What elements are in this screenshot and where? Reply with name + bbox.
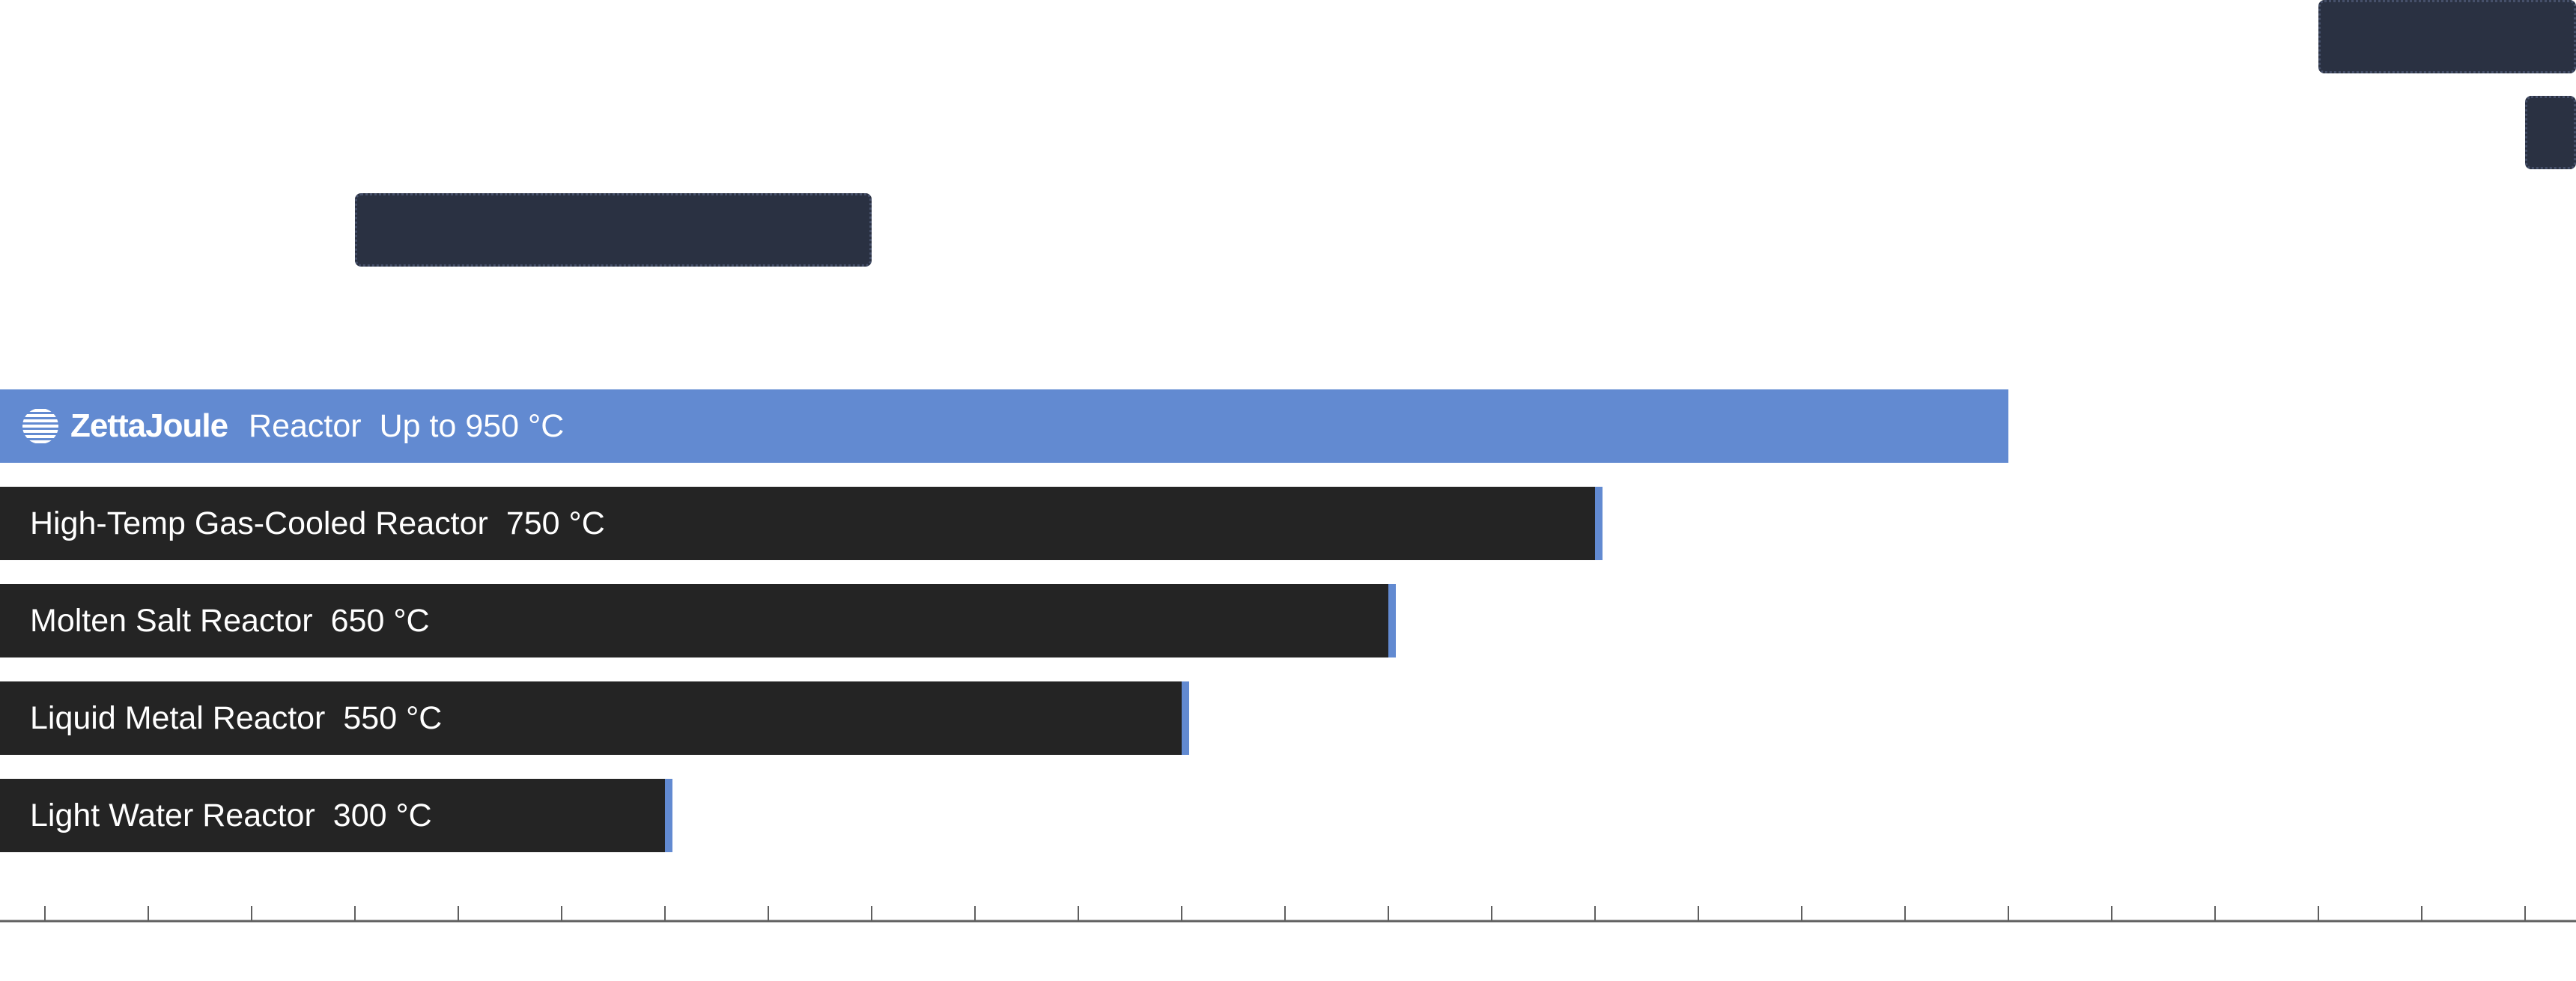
bar-end-marker bbox=[1388, 584, 1396, 657]
bar-row: Liquid Metal Reactor 550 °C bbox=[0, 681, 1189, 755]
bar-end-marker bbox=[1182, 681, 1189, 755]
bar-end-marker bbox=[665, 779, 672, 852]
bar-name: Light Water Reactor bbox=[30, 797, 315, 833]
highlight-label: Reactor bbox=[249, 407, 362, 444]
range-box bbox=[355, 193, 872, 267]
bar-value: 550 °C bbox=[343, 699, 443, 736]
bar-end-marker bbox=[1595, 487, 1603, 560]
bar-value: 650 °C bbox=[330, 602, 430, 639]
bar-row: High-Temp Gas-Cooled Reactor 750 °C bbox=[0, 487, 1603, 560]
bar-value: 300 °C bbox=[332, 797, 432, 833]
brand-wordmark: ZettaJoule bbox=[70, 407, 228, 444]
bar-value: 750 °C bbox=[505, 505, 605, 541]
bar-row: Molten Salt Reactor 650 °C bbox=[0, 584, 1396, 657]
range-box bbox=[2318, 0, 2576, 73]
bar-name: High-Temp Gas-Cooled Reactor bbox=[30, 505, 488, 541]
bar-name: Liquid Metal Reactor bbox=[30, 699, 326, 736]
bar-row: Light Water Reactor 300 °C bbox=[0, 779, 672, 852]
bar-name: Molten Salt Reactor bbox=[30, 602, 313, 639]
range-box bbox=[2525, 96, 2576, 169]
highlight-bar: ZettaJoule Reactor Up to 950 °C bbox=[0, 389, 2008, 463]
striped-globe-icon bbox=[22, 409, 58, 443]
highlight-value: Up to 950 °C bbox=[379, 407, 565, 444]
brand: ZettaJoule bbox=[21, 407, 228, 446]
